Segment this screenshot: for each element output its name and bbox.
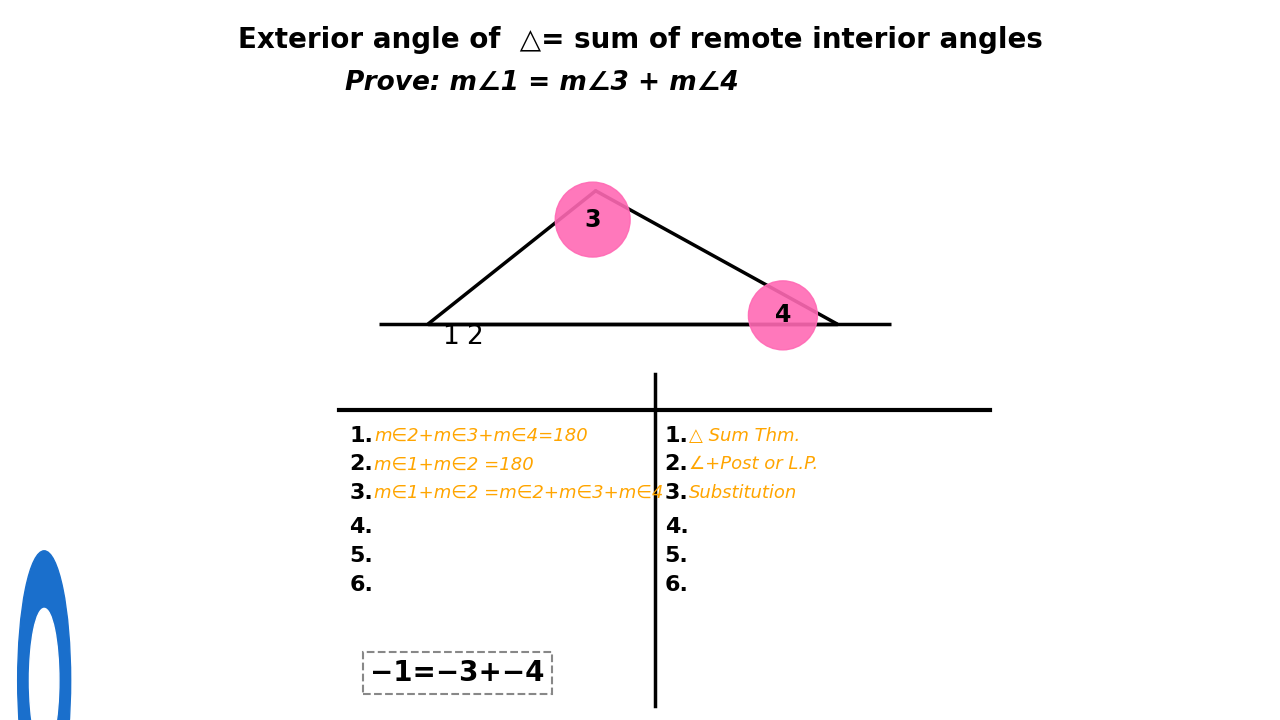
Text: SCREENCAST: SCREENCAST: [44, 654, 104, 663]
Text: ∠+Post or L.P.: ∠+Post or L.P.: [690, 455, 818, 474]
Circle shape: [29, 608, 59, 720]
Text: Exterior angle of  △= sum of remote interior angles: Exterior angle of △= sum of remote inter…: [238, 26, 1042, 53]
Text: 6.: 6.: [664, 575, 689, 595]
Text: △ Sum Thm.: △ Sum Thm.: [690, 426, 800, 444]
Text: 4: 4: [774, 303, 791, 328]
Text: 4.: 4.: [664, 517, 689, 537]
Circle shape: [18, 551, 70, 720]
Text: 1.: 1.: [349, 426, 374, 446]
Text: 3.: 3.: [349, 483, 372, 503]
Text: Prove: m∠1 = m∠3 + m∠4: Prove: m∠1 = m∠3 + m∠4: [344, 70, 739, 96]
Text: 4.: 4.: [349, 517, 372, 537]
Text: 2.: 2.: [349, 454, 372, 474]
Ellipse shape: [749, 281, 818, 350]
Text: −1=−3+−4: −1=−3+−4: [370, 660, 545, 687]
Text: 5.: 5.: [349, 546, 372, 566]
Text: 3: 3: [585, 207, 600, 232]
Text: m∈1+m∈2 =180: m∈1+m∈2 =180: [374, 455, 534, 474]
Text: m∈2+m∈3+m∈4=180: m∈2+m∈3+m∈4=180: [374, 426, 588, 444]
Text: 6.: 6.: [349, 575, 374, 595]
Text: 5.: 5.: [664, 546, 689, 566]
Ellipse shape: [556, 182, 630, 257]
Text: 1: 1: [443, 324, 460, 350]
Text: Substitution: Substitution: [690, 484, 797, 503]
Text: 2.: 2.: [664, 454, 689, 474]
Text: MATIC: MATIC: [106, 678, 133, 686]
Text: RECORDED WITH: RECORDED WITH: [37, 629, 110, 638]
Text: 3.: 3.: [664, 483, 689, 503]
Text: 1.: 1.: [664, 426, 689, 446]
Text: m∈1+m∈2 =m∈2+m∈3+m∈4: m∈1+m∈2 =m∈2+m∈3+m∈4: [374, 484, 663, 503]
Text: 2: 2: [466, 324, 483, 350]
